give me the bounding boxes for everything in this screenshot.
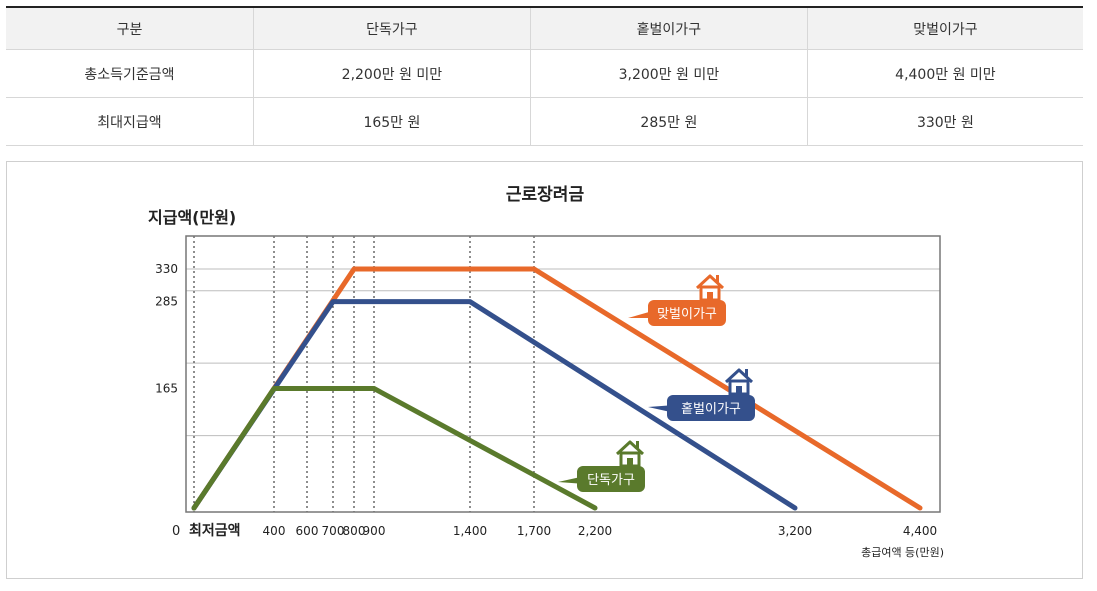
header-category: 구분 — [6, 6, 254, 50]
x-origin-label: 0 — [172, 524, 180, 539]
legend-label: 맞벌이가구 — [657, 307, 717, 322]
house-roof — [724, 368, 754, 384]
x-tick-label: 2,200 — [578, 524, 612, 538]
eligibility-table: 구분 단독가구 홑벌이가구 맞벌이가구 총소득기준금액 2,200만 원 미만 … — [6, 6, 1083, 146]
table-cell: 285만 원 — [529, 97, 808, 146]
series-line-단독가구 — [191, 386, 598, 511]
legend-item-맞벌이가구: 맞벌이가구 — [628, 274, 726, 326]
chart-panel — [6, 161, 1083, 579]
row-label: 최대지급액 — [6, 97, 254, 146]
x-tick-label: 400 — [263, 524, 286, 538]
legend-item-홑벌이가구: 홑벌이가구 — [648, 368, 755, 421]
table-row: 최대지급액 165만 원 285만 원 330만 원 — [6, 97, 1083, 146]
legend-badge — [577, 466, 645, 492]
table-row: 총소득기준금액 2,200만 원 미만 3,200만 원 미만 4,400만 원… — [6, 49, 1083, 98]
house-door — [707, 292, 713, 300]
legend-item-단독가구: 단독가구 — [558, 440, 645, 492]
x-tick-label: 1,700 — [517, 524, 551, 538]
legend-label: 단독가구 — [587, 473, 635, 488]
house-chimney — [636, 441, 639, 448]
x-axis-label: 총급여액 등(만원) — [861, 546, 944, 559]
table-cell: 3,200만 원 미만 — [529, 49, 808, 98]
legend-badge — [667, 395, 755, 421]
row-label: 총소득기준금액 — [6, 49, 254, 98]
y-tick-label: 285 — [155, 295, 178, 309]
header-single-earner: 홑벌이가구 — [529, 6, 808, 50]
house-chimney — [716, 275, 719, 282]
house-door — [736, 386, 742, 394]
header-dual-earner: 맞벌이가구 — [806, 6, 1083, 50]
legend-label: 홑벌이가구 — [681, 402, 741, 417]
table-cell: 4,400만 원 미만 — [806, 49, 1083, 98]
x-tick-label: 3,200 — [778, 524, 812, 538]
x-origin-sublabel: 최저금액 — [189, 522, 241, 539]
y-axis-label: 지급액(만원) — [148, 208, 236, 227]
table-cell: 330만 원 — [806, 97, 1083, 146]
x-tick-label: 4,400 — [903, 524, 937, 538]
house-chimney — [745, 369, 748, 376]
table-cell: 165만 원 — [252, 97, 531, 146]
table-header-row: 구분 단독가구 홑벌이가구 맞벌이가구 — [6, 6, 1083, 50]
house-icon — [724, 368, 754, 396]
y-tick-label: 165 — [155, 382, 178, 396]
house-door — [627, 458, 633, 466]
legend-badge — [648, 300, 726, 326]
house-roof — [615, 440, 645, 456]
house-icon — [695, 274, 725, 302]
chart-title: 근로장려금 — [506, 185, 585, 205]
y-tick-label: 330 — [155, 262, 178, 276]
x-tick-label: 700 — [322, 524, 345, 538]
plot-frame — [185, 235, 941, 513]
table-cell: 2,200만 원 미만 — [252, 49, 531, 98]
house-roof — [695, 274, 725, 290]
x-tick-label: 600 — [296, 524, 319, 538]
header-single: 단독가구 — [252, 6, 531, 50]
x-tick-label: 1,400 — [453, 524, 487, 538]
x-tick-label: 900 — [363, 524, 386, 538]
x-tick-label: 800 — [343, 524, 366, 538]
house-icon — [615, 440, 645, 468]
